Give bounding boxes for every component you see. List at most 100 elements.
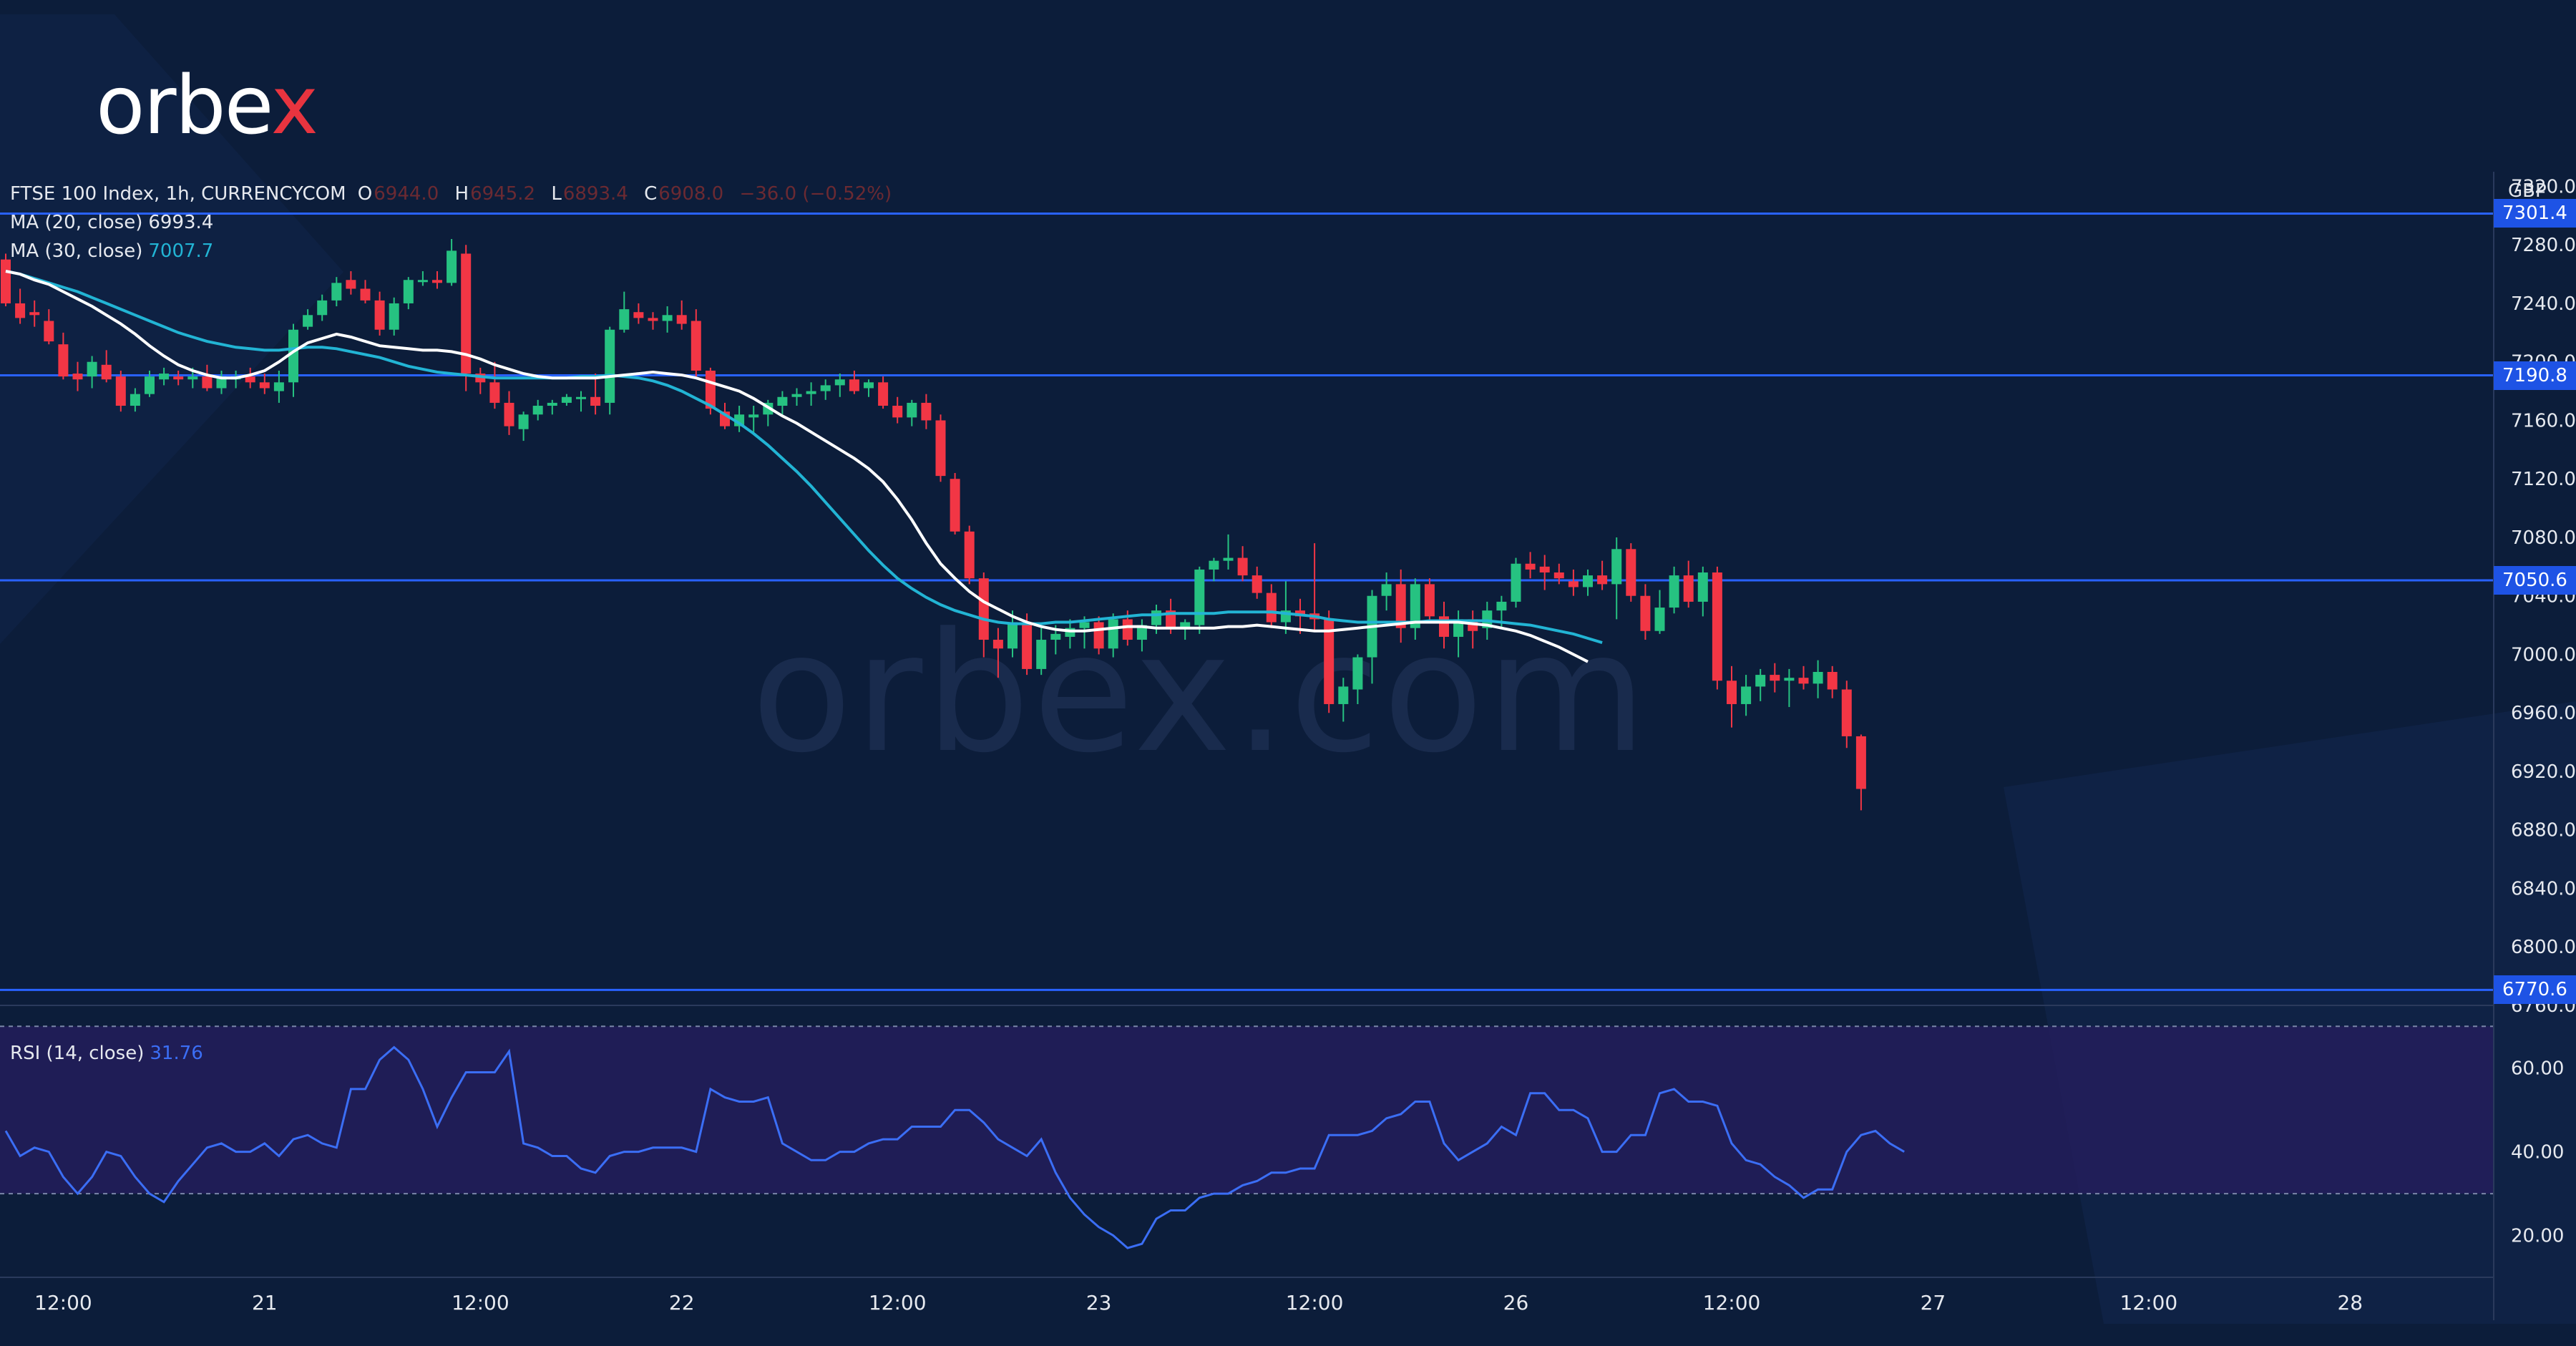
candle <box>1295 598 1305 634</box>
candle <box>374 291 385 336</box>
candle-body <box>864 382 874 389</box>
candle-body <box>1697 572 1708 602</box>
candle <box>1395 569 1406 643</box>
candle <box>1 253 11 307</box>
candle <box>777 391 788 415</box>
candle <box>432 270 442 289</box>
candle <box>935 414 946 482</box>
high-label: H <box>454 183 469 205</box>
candle-body <box>561 396 572 403</box>
chart-header: FTSE 100 Index, 1h, CURRENCYCOM O6944.0 … <box>10 183 892 205</box>
candle <box>1855 734 1866 811</box>
candle <box>892 396 903 424</box>
change-value: −36.0 (−0.52%) <box>739 183 892 205</box>
candle-body <box>878 382 889 406</box>
candle-body <box>1266 592 1277 623</box>
candle-body <box>590 396 601 406</box>
candle <box>303 309 313 330</box>
candle <box>288 323 298 397</box>
candle <box>1424 578 1435 623</box>
candle-body <box>1741 686 1752 704</box>
candle <box>202 364 213 391</box>
candle <box>1008 610 1018 658</box>
close-label: C <box>644 183 658 205</box>
candle <box>1770 663 1780 693</box>
rsi-value: 31.76 <box>150 1043 203 1064</box>
candle-body <box>777 396 788 406</box>
candle-body <box>44 321 54 342</box>
candle-body <box>1022 622 1033 669</box>
candle <box>992 628 1003 678</box>
candle-body <box>245 376 255 383</box>
rsi-legend[interactable]: RSI (14, close) 31.76 <box>10 1043 203 1064</box>
candle-body <box>1813 672 1823 684</box>
symbol-label[interactable]: FTSE 100 Index, 1h, CURRENCYCOM <box>10 183 346 205</box>
candle <box>648 312 658 330</box>
candle <box>576 391 586 412</box>
price-tick-label: 7280.0 <box>2511 235 2576 256</box>
candle <box>145 370 155 397</box>
price-tick-label: 6840.0 <box>2511 878 2576 899</box>
axes: 7320.07280.07240.07200.07160.07120.07080… <box>0 172 2576 1320</box>
candle-body <box>849 379 859 391</box>
candle <box>1381 572 1392 611</box>
candle <box>547 399 557 415</box>
candle <box>518 411 529 442</box>
time-tick-label: 12:00 <box>452 1291 509 1315</box>
candle <box>389 297 399 336</box>
candle <box>1525 552 1536 579</box>
candle <box>532 399 543 421</box>
candle <box>1611 537 1622 620</box>
candle-body <box>907 402 917 418</box>
candle <box>475 367 486 394</box>
candle-body <box>1798 678 1809 684</box>
candle <box>1209 557 1219 582</box>
candle-body <box>1669 575 1679 608</box>
candle-body <box>489 382 500 403</box>
candle <box>590 374 601 415</box>
candle-body <box>317 300 328 316</box>
candle-body <box>1727 681 1737 704</box>
candle-body <box>303 315 313 327</box>
candle <box>864 379 874 397</box>
candle <box>1180 619 1191 640</box>
candle <box>676 300 687 330</box>
candle-body <box>1770 675 1780 681</box>
candle-body <box>1209 560 1219 570</box>
candle <box>1223 534 1234 570</box>
candle <box>44 309 54 345</box>
candle <box>346 270 356 295</box>
candle <box>417 270 428 286</box>
rsi-label: RSI (14, close) <box>10 1043 145 1064</box>
candle-body <box>58 344 69 377</box>
candle-body <box>432 280 442 283</box>
candle <box>1727 665 1737 728</box>
candle-body <box>360 288 371 301</box>
time-tick-label: 12:00 <box>869 1291 927 1315</box>
time-tick-label: 12:00 <box>1286 1291 1344 1315</box>
candle-body <box>791 394 802 397</box>
ma20-line <box>5 270 1589 663</box>
candle-body <box>648 318 658 321</box>
candle-body <box>1654 608 1665 631</box>
candle-body <box>461 253 472 374</box>
candle-body <box>992 640 1003 649</box>
candle-body <box>1496 601 1507 611</box>
ma30-legend[interactable]: MA (30, close) 7007.7 <box>10 240 213 262</box>
candle <box>1553 563 1564 585</box>
candle-body <box>1122 619 1133 640</box>
candle-body <box>1 259 11 303</box>
candle <box>561 394 572 406</box>
candle <box>1798 665 1809 690</box>
candle <box>504 391 514 435</box>
ma20-legend[interactable]: MA (20, close) 6993.4 <box>10 212 213 233</box>
ma30-value: 7007.7 <box>148 240 214 262</box>
candle-body <box>1841 689 1852 736</box>
candle-body <box>130 394 140 406</box>
candle <box>130 388 140 412</box>
level-lines <box>0 212 2494 991</box>
high-value: 6945.2 <box>470 183 536 205</box>
time-tick-label: 12:00 <box>2120 1291 2178 1315</box>
close-value: 6908.0 <box>658 183 724 205</box>
